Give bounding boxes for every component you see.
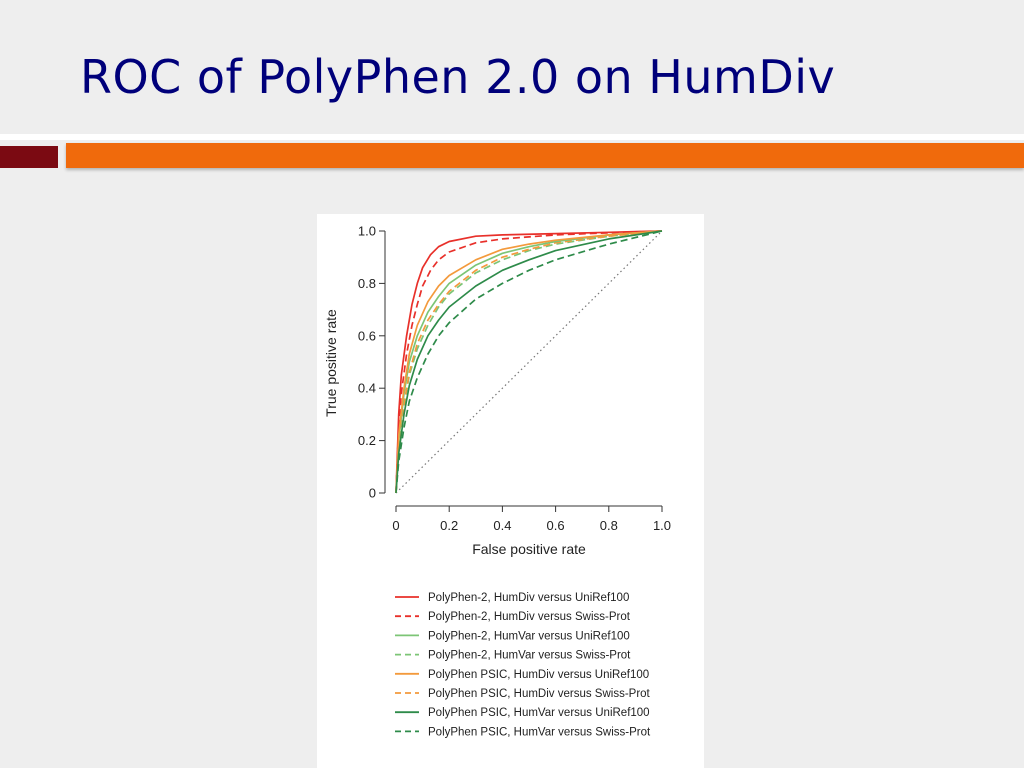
x-tick-label: 0.2 (440, 518, 458, 533)
title-divider (0, 134, 1024, 140)
slide-title: ROC of PolyPhen 2.0 on HumDiv (80, 50, 836, 104)
legend-label-6: PolyPhen PSIC, HumDiv versus Swiss-Prot (428, 688, 651, 700)
series-line-6 (395, 230, 663, 494)
series-line-5 (395, 230, 663, 494)
y-axis-label: True positive rate (323, 309, 339, 417)
x-tick-label: 0.6 (547, 518, 565, 533)
accent-bar-right (66, 143, 1024, 168)
series-line-2 (395, 230, 663, 494)
x-tick-label: 1.0 (653, 518, 671, 533)
y-tick-label: 0.4 (358, 381, 376, 396)
legend-label-4: PolyPhen-2, HumVar versus Swiss-Prot (428, 650, 631, 662)
legend-label-8: PolyPhen PSIC, HumVar versus Swiss-Prot (428, 726, 651, 738)
legend-label-2: PolyPhen-2, HumDiv versus Swiss-Prot (428, 611, 631, 623)
y-tick-label: 0.6 (358, 328, 376, 343)
x-tick-label: 0.4 (493, 518, 511, 533)
legend-label-1: PolyPhen-2, HumDiv versus UniRef100 (428, 592, 629, 604)
roc-figure-panel: True positive rate False positive rate 0… (317, 214, 704, 768)
series-line-8 (395, 230, 663, 494)
roc-chart: True positive rate False positive rate 0… (323, 224, 671, 739)
legend-label-7: PolyPhen PSIC, HumVar versus UniRef100 (428, 707, 650, 719)
x-tick-label: 0.8 (600, 518, 618, 533)
y-tick-label: 1.0 (358, 224, 376, 239)
legend-label-5: PolyPhen PSIC, HumDiv versus UniRef100 (428, 669, 649, 681)
y-tick-label: 0 (369, 486, 376, 501)
x-tick-label: 0 (392, 518, 399, 533)
x-axis-label: False positive rate (472, 541, 586, 557)
series-line-3 (395, 230, 663, 494)
accent-bar-left (0, 146, 58, 168)
y-tick-label: 0.8 (358, 276, 376, 291)
y-tick-label: 0.2 (358, 433, 376, 448)
diagonal-reference-line (395, 230, 663, 494)
series-line-1 (395, 230, 663, 494)
legend-label-3: PolyPhen-2, HumVar versus UniRef100 (428, 630, 630, 642)
series-line-7 (395, 230, 663, 494)
